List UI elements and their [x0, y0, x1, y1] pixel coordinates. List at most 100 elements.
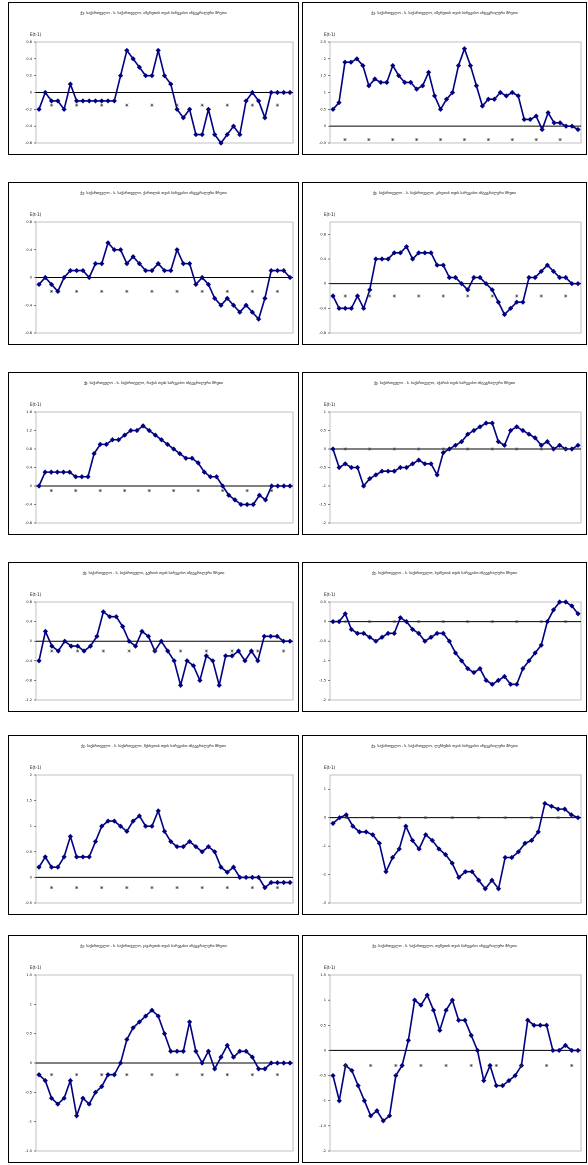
diamond-marker	[412, 997, 418, 1003]
diamond-marker	[161, 267, 168, 274]
diamond-marker	[174, 106, 180, 112]
diamond-marker	[520, 299, 526, 305]
panel-frame	[302, 182, 587, 345]
diamond-marker	[416, 630, 422, 636]
diamond-marker	[361, 1098, 368, 1104]
diamond-marker	[545, 110, 551, 116]
diamond-marker	[512, 1072, 518, 1079]
diamond-marker	[99, 98, 105, 104]
diamond-marker	[456, 1017, 462, 1023]
star-marker	[343, 620, 347, 624]
diamond-marker	[149, 267, 155, 274]
diamond-marker	[497, 89, 503, 96]
star-marker	[50, 649, 54, 653]
diamond-marker	[136, 1019, 142, 1025]
star-marker	[196, 489, 200, 493]
diamond-marker	[256, 874, 262, 880]
panel-frame	[8, 182, 299, 345]
diamond-marker	[543, 1022, 550, 1028]
diamond-marker	[548, 803, 555, 809]
diamond-marker	[274, 89, 281, 96]
star-marker	[486, 138, 490, 142]
diamond-marker	[373, 256, 379, 262]
diamond-marker	[396, 73, 402, 79]
diamond-marker	[483, 677, 489, 683]
y-tick-label: 1	[30, 824, 32, 828]
diamond-marker	[218, 302, 224, 308]
diamond-marker	[113, 614, 119, 620]
star-marker	[256, 649, 260, 653]
y-axis-label: E(t-1)	[324, 402, 336, 407]
diamond-marker	[274, 633, 280, 639]
diamond-marker	[174, 247, 180, 253]
chart-panel: ქვ. საქართველო - ს. საქართველო, სვანეთის…	[302, 562, 587, 712]
star-marker	[515, 620, 519, 624]
y-tick-label: 0.2	[26, 74, 32, 78]
diamond-marker	[393, 1072, 399, 1079]
plot-area	[329, 221, 582, 334]
diamond-marker	[155, 1013, 161, 1019]
star-marker	[225, 289, 229, 293]
diamond-marker	[268, 879, 274, 886]
y-tick-label: 0.5	[320, 1023, 326, 1027]
chart-panel: ქვ. საქართველო - ს. საქართველო, რაჭის თვ…	[8, 372, 299, 535]
diamond-marker	[180, 115, 186, 121]
diamond-marker	[193, 1048, 199, 1054]
diamond-marker	[99, 823, 105, 829]
diamond-marker	[495, 886, 502, 892]
star-marker	[275, 103, 280, 107]
diamond-marker	[428, 461, 434, 467]
star-marker	[225, 886, 229, 890]
diamond-marker	[199, 849, 205, 855]
diamond-marker	[274, 879, 281, 886]
star-marker	[275, 289, 280, 293]
diamond-marker	[287, 274, 293, 281]
diamond-marker	[105, 240, 111, 246]
diamond-marker	[551, 120, 557, 126]
diamond-marker	[232, 497, 238, 503]
diamond-marker	[336, 464, 342, 471]
y-tick-label: -1	[323, 484, 327, 488]
star-marker	[441, 294, 445, 298]
diamond-marker	[161, 828, 168, 834]
diamond-marker	[168, 267, 174, 274]
diamond-marker	[368, 1113, 374, 1119]
diamond-marker	[61, 106, 67, 112]
diamond-marker	[330, 293, 336, 299]
star-marker	[76, 649, 80, 653]
diamond-marker	[281, 1060, 287, 1066]
y-tick-label: 1	[324, 998, 326, 1002]
diamond-marker	[61, 1095, 67, 1101]
diamond-marker	[130, 1025, 136, 1031]
diamond-marker	[330, 1072, 336, 1079]
diamond-marker	[485, 96, 491, 102]
diamond-marker	[212, 295, 218, 301]
star-marker	[200, 886, 204, 890]
y-tick-label: -0.8	[25, 331, 32, 335]
star-marker	[397, 816, 401, 820]
diamond-marker	[168, 1048, 174, 1054]
diamond-marker	[255, 658, 261, 664]
diamond-marker	[569, 281, 575, 287]
diamond-marker	[495, 299, 501, 305]
diamond-marker	[378, 79, 384, 85]
y-tick-label: 0	[30, 875, 32, 879]
diamond-marker	[62, 638, 68, 644]
diamond-marker	[130, 254, 136, 260]
diamond-marker	[195, 460, 201, 466]
diamond-marker	[243, 302, 249, 308]
diamond-marker	[42, 469, 48, 475]
diamond-marker	[493, 1083, 499, 1089]
diamond-marker	[379, 468, 385, 474]
diamond-marker	[249, 89, 255, 96]
diamond-marker	[459, 439, 465, 445]
star-marker	[558, 138, 562, 142]
diamond-marker	[55, 648, 61, 654]
diamond-marker	[533, 113, 539, 119]
y-tick-label: 0	[324, 816, 326, 820]
diamond-marker	[509, 854, 515, 861]
star-marker	[270, 489, 274, 493]
diamond-marker	[535, 829, 541, 835]
star-marker	[49, 489, 53, 493]
diamond-marker	[542, 800, 548, 807]
